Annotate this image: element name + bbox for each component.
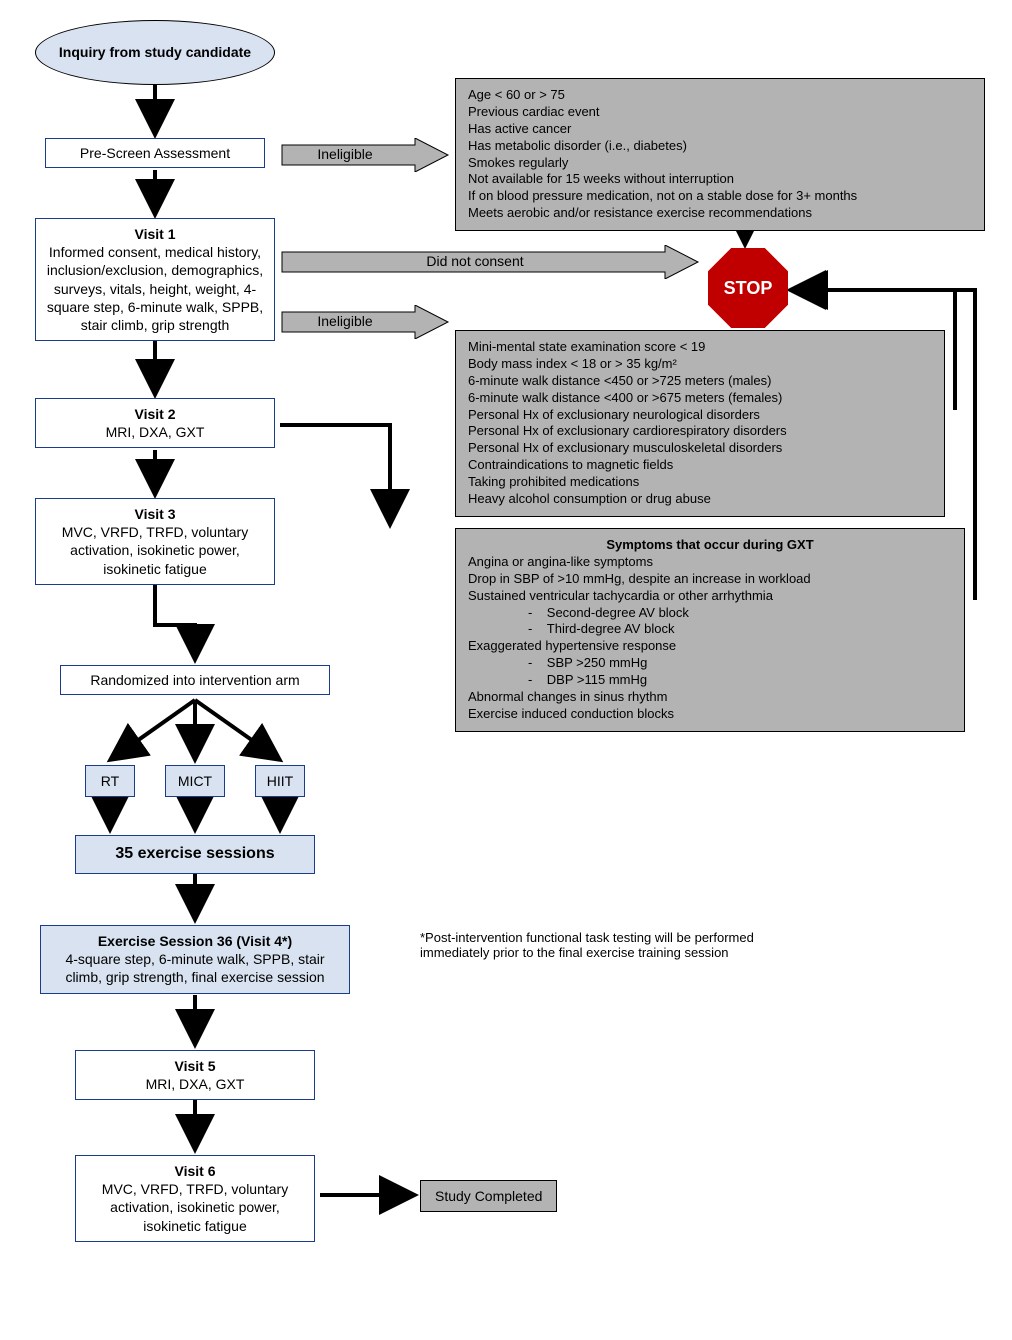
ineligible-arrow-1-label: Ineligible bbox=[317, 146, 372, 162]
ineligible-arrow-2-label: Ineligible bbox=[317, 313, 372, 329]
visit1-ineligible-line-2: 6-minute walk distance <450 or >725 mete… bbox=[468, 373, 932, 390]
visit5-title: Visit 5 bbox=[86, 1057, 304, 1075]
prescreen-ineligible-box: Age < 60 or > 75 Previous cardiac event … bbox=[455, 78, 985, 231]
did-not-consent-arrow: Did not consent bbox=[280, 245, 700, 284]
stop-sign: STOP bbox=[708, 248, 788, 328]
visit1-ineligible-line-0: Mini-mental state examination score < 19 bbox=[468, 339, 932, 356]
randomized-node: Randomized into intervention arm bbox=[60, 665, 330, 695]
randomized-label: Randomized into intervention arm bbox=[90, 671, 299, 689]
visit1-ineligible-line-3: 6-minute walk distance <400 or >675 mete… bbox=[468, 390, 932, 407]
visit3-title: Visit 3 bbox=[46, 505, 264, 523]
arm-hiit-label: HIIT bbox=[267, 773, 293, 789]
gxt-line-5: Exaggerated hypertensive response bbox=[468, 638, 952, 655]
visit6-body: MVC, VRFD, TRFD, voluntary activation, i… bbox=[86, 1180, 304, 1235]
visit1-ineligible-line-5: Personal Hx of exclusionary cardiorespir… bbox=[468, 423, 932, 440]
ineligible-arrow-2: Ineligible bbox=[280, 305, 450, 344]
visit3-body: MVC, VRFD, TRFD, voluntary activation, i… bbox=[46, 523, 264, 578]
session36-title: Exercise Session 36 (Visit 4*) bbox=[51, 932, 339, 950]
visit5-body: MRI, DXA, GXT bbox=[86, 1075, 304, 1093]
visit1-ineligible-line-1: Body mass index < 18 or > 35 kg/m² bbox=[468, 356, 932, 373]
prescreen-ineligible-line-2: Has active cancer bbox=[468, 121, 972, 138]
gxt-symptoms-box: Symptoms that occur during GXT Angina or… bbox=[455, 528, 965, 732]
visit2-node: Visit 2 MRI, DXA, GXT bbox=[35, 398, 275, 448]
gxt-line-4: Third-degree AV block bbox=[547, 621, 675, 636]
prescreen-ineligible-line-3: Has metabolic disorder (i.e., diabetes) bbox=[468, 138, 972, 155]
study-completed-label: Study Completed bbox=[435, 1188, 542, 1204]
prescreen-ineligible-line-1: Previous cardiac event bbox=[468, 104, 972, 121]
gxt-line-1: Drop in SBP of >10 mmHg, despite an incr… bbox=[468, 571, 952, 588]
start-label: Inquiry from study candidate bbox=[59, 43, 251, 61]
visit1-ineligible-line-9: Heavy alcohol consumption or drug abuse bbox=[468, 491, 932, 508]
ineligible-arrow-1: Ineligible bbox=[280, 138, 450, 177]
gxt-line-0: Angina or angina-like symptoms bbox=[468, 554, 952, 571]
sessions-35-label: 35 exercise sessions bbox=[115, 845, 274, 862]
did-not-consent-label: Did not consent bbox=[426, 253, 523, 269]
gxt-line-8: Abnormal changes in sinus rhythm bbox=[468, 689, 952, 706]
start-node: Inquiry from study candidate bbox=[35, 20, 275, 85]
prescreen-ineligible-line-4: Smokes regularly bbox=[468, 155, 972, 172]
sessions-35-node: 35 exercise sessions bbox=[75, 835, 315, 874]
gxt-line-6: SBP >250 mmHg bbox=[547, 655, 648, 670]
gxt-line-7: DBP >115 mmHg bbox=[547, 672, 647, 687]
arm-mict-label: MICT bbox=[178, 773, 212, 789]
arm-rt: RT bbox=[85, 765, 135, 797]
visit5-node: Visit 5 MRI, DXA, GXT bbox=[75, 1050, 315, 1100]
visit6-node: Visit 6 MVC, VRFD, TRFD, voluntary activ… bbox=[75, 1155, 315, 1242]
prescreen-label: Pre-Screen Assessment bbox=[80, 144, 230, 162]
prescreen-ineligible-line-0: Age < 60 or > 75 bbox=[468, 87, 972, 104]
prescreen-ineligible-line-7: Meets aerobic and/or resistance exercise… bbox=[468, 205, 972, 222]
footnote: *Post-intervention functional task testi… bbox=[420, 930, 760, 960]
gxt-line-2: Sustained ventricular tachycardia or oth… bbox=[468, 588, 952, 605]
gxt-line-3: Second-degree AV block bbox=[547, 605, 689, 620]
visit3-node: Visit 3 MVC, VRFD, TRFD, voluntary activ… bbox=[35, 498, 275, 585]
stop-label: STOP bbox=[724, 278, 773, 299]
arm-mict: MICT bbox=[165, 765, 225, 797]
visit1-ineligible-line-7: Contraindications to magnetic fields bbox=[468, 457, 932, 474]
footnote-text: *Post-intervention functional task testi… bbox=[420, 930, 754, 960]
prescreen-node: Pre-Screen Assessment bbox=[45, 138, 265, 168]
gxt-line-9: Exercise induced conduction blocks bbox=[468, 706, 952, 723]
arm-hiit: HIIT bbox=[255, 765, 305, 797]
flowchart-canvas: Inquiry from study candidate Pre-Screen … bbox=[20, 20, 992, 1320]
visit1-node: Visit 1 Informed consent, medical histor… bbox=[35, 218, 275, 341]
prescreen-ineligible-line-6: If on blood pressure medication, not on … bbox=[468, 188, 972, 205]
arm-rt-label: RT bbox=[101, 773, 119, 789]
visit2-body: MRI, DXA, GXT bbox=[46, 423, 264, 441]
visit1-ineligible-box: Mini-mental state examination score < 19… bbox=[455, 330, 945, 517]
session36-node: Exercise Session 36 (Visit 4*) 4-square … bbox=[40, 925, 350, 994]
visit1-body: Informed consent, medical history, inclu… bbox=[46, 243, 264, 334]
study-completed-node: Study Completed bbox=[420, 1180, 557, 1212]
session36-body: 4-square step, 6-minute walk, SPPB, stai… bbox=[51, 950, 339, 986]
visit1-ineligible-line-4: Personal Hx of exclusionary neurological… bbox=[468, 407, 932, 424]
prescreen-ineligible-line-5: Not available for 15 weeks without inter… bbox=[468, 171, 972, 188]
visit1-title: Visit 1 bbox=[46, 225, 264, 243]
visit1-ineligible-line-6: Personal Hx of exclusionary musculoskele… bbox=[468, 440, 932, 457]
visit2-title: Visit 2 bbox=[46, 405, 264, 423]
visit1-ineligible-line-8: Taking prohibited medications bbox=[468, 474, 932, 491]
gxt-title: Symptoms that occur during GXT bbox=[468, 537, 952, 554]
visit6-title: Visit 6 bbox=[86, 1162, 304, 1180]
